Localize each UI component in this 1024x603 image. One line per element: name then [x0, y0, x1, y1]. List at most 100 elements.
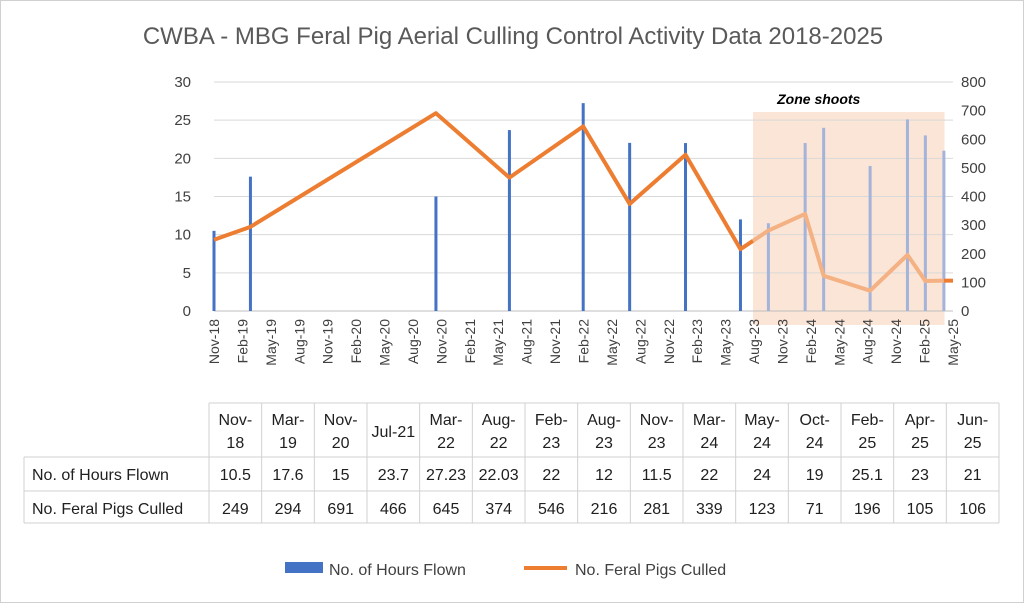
left-tick-label: 10 — [174, 227, 191, 244]
table-cell-pigs: 339 — [696, 501, 723, 518]
left-axis-ticks: 0 5 10 15 20 25 30 — [174, 74, 191, 320]
table-header: Mar- — [693, 412, 726, 429]
x-tick-label: May-22 — [604, 319, 620, 366]
data-table: Nov- 18 10.5 249 Mar- 19 17.6 294 Nov- 20 15 691 Jul… — [23, 402, 1000, 524]
x-tick-label: May-25 — [945, 319, 961, 366]
right-tick-label: 800 — [961, 74, 986, 91]
right-tick-label: 100 — [961, 274, 986, 291]
zone-shoots-region: Zone shoots — [752, 91, 945, 325]
x-tick-label: May-20 — [377, 319, 393, 366]
table-header: 24 — [700, 435, 718, 452]
bar-hours-flown — [581, 103, 585, 311]
table-header: 23 — [595, 435, 613, 452]
x-axis-ticks: Nov-18 Feb-19 May-19 Aug-19 Nov-19 Feb-20 May-… — [206, 319, 961, 366]
x-tick-label: Aug-19 — [291, 319, 307, 364]
table-cell-hours: 15 — [332, 467, 350, 484]
table-cell-hours: 19 — [806, 467, 824, 484]
bar-hours-flown — [923, 135, 927, 311]
table-header: Mar- — [272, 412, 305, 429]
legend-hours-swatch — [285, 562, 323, 573]
table-cell-pigs: 196 — [854, 501, 881, 518]
x-tick-label: Feb-24 — [803, 319, 819, 364]
table-header: 25 — [911, 435, 929, 452]
table-header: Aug- — [587, 412, 621, 429]
left-tick-label: 0 — [183, 303, 191, 320]
legend-hours-label: No. of Hours Flown — [329, 562, 466, 579]
x-tick-label: Nov-21 — [547, 319, 563, 364]
table-header: Oct- — [800, 412, 830, 429]
line-pigs-culled — [213, 111, 755, 252]
table-cell-hours: 27.23 — [426, 467, 466, 484]
hours-flown-bars — [212, 103, 946, 311]
bar-hours-flown — [738, 219, 742, 311]
table-header: 20 — [332, 435, 350, 452]
table-header: 23 — [542, 435, 560, 452]
table-cell-pigs: 546 — [538, 501, 565, 518]
table-cell-hours: 11.5 — [642, 467, 672, 484]
right-tick-label: 600 — [961, 131, 986, 148]
bar-hours-flown — [248, 176, 252, 311]
table-cell-pigs: 216 — [591, 501, 618, 518]
left-tick-label: 5 — [183, 265, 191, 282]
bar-hours-flown — [684, 143, 688, 311]
table-header: Jul-21 — [372, 424, 416, 441]
x-tick-label: Nov-18 — [206, 319, 222, 364]
x-tick-label: Aug-20 — [405, 319, 421, 364]
x-tick-label: Aug-23 — [746, 319, 762, 364]
table-header: 23 — [648, 435, 666, 452]
table-header: 24 — [806, 435, 824, 452]
x-tick-label: Nov-20 — [433, 319, 449, 364]
bar-hours-flown — [434, 196, 438, 311]
bar-hours-flown — [507, 130, 511, 311]
left-tick-label: 25 — [174, 112, 191, 129]
table-header: Nov- — [218, 412, 252, 429]
x-tick-label: Aug-22 — [632, 319, 648, 364]
table-cell-pigs: 71 — [806, 501, 824, 518]
table-cell-hours: 21 — [964, 467, 982, 484]
table-header: Apr- — [905, 412, 935, 429]
pigs-culled-line — [213, 111, 953, 293]
x-tick-label: Feb-21 — [462, 319, 478, 364]
right-tick-label: 200 — [961, 246, 986, 263]
table-cell-hours: 10.5 — [220, 467, 251, 484]
table-header: 22 — [437, 435, 455, 452]
x-tick-label: Nov-24 — [888, 319, 904, 364]
right-tick-label: 500 — [961, 160, 986, 177]
bar-hours-flown — [628, 142, 632, 311]
bar-hours-flown — [905, 119, 909, 311]
left-tick-label: 15 — [174, 189, 191, 206]
bar-hours-flown — [212, 230, 216, 311]
x-tick-label: Nov-23 — [774, 319, 790, 364]
zone-shoots-label: Zone shoots — [776, 91, 860, 107]
table-cell-pigs: 466 — [380, 501, 407, 518]
table-header: Nov- — [640, 412, 674, 429]
right-tick-label: 300 — [961, 217, 986, 234]
x-tick-label: May-24 — [831, 319, 847, 366]
table-cell-hours: 22.03 — [479, 467, 519, 484]
table-cell-pigs: 645 — [433, 501, 460, 518]
zone-shoots-shade — [752, 112, 945, 325]
x-tick-label: Nov-22 — [661, 319, 677, 364]
table-cell-pigs: 294 — [275, 501, 302, 518]
table-cell-hours: 17.6 — [272, 467, 303, 484]
table-cell-pigs: 106 — [959, 501, 986, 518]
table-cell-hours: 22 — [700, 467, 718, 484]
bar-hours-flown — [766, 223, 770, 311]
legend-pigs-label: No. Feral Pigs Culled — [575, 562, 726, 579]
x-tick-label: Nov-19 — [320, 319, 336, 364]
table-cell-hours: 24 — [753, 467, 771, 484]
table-header: Jun- — [957, 412, 988, 429]
table-cell-hours: 23.7 — [378, 467, 409, 484]
x-tick-label: Feb-22 — [576, 319, 592, 364]
table-header: Mar- — [430, 412, 463, 429]
table-row-label: No. of Hours Flown — [32, 467, 169, 484]
x-tick-label: May-19 — [263, 319, 279, 366]
table-cell-pigs: 249 — [222, 501, 249, 518]
table-header: May- — [744, 412, 780, 429]
right-tick-label: 0 — [961, 303, 969, 320]
table-header: 22 — [490, 435, 508, 452]
legend: No. of Hours Flown No. Feral Pigs Culled — [285, 562, 726, 579]
line-pigs-culled-zone — [751, 211, 944, 293]
